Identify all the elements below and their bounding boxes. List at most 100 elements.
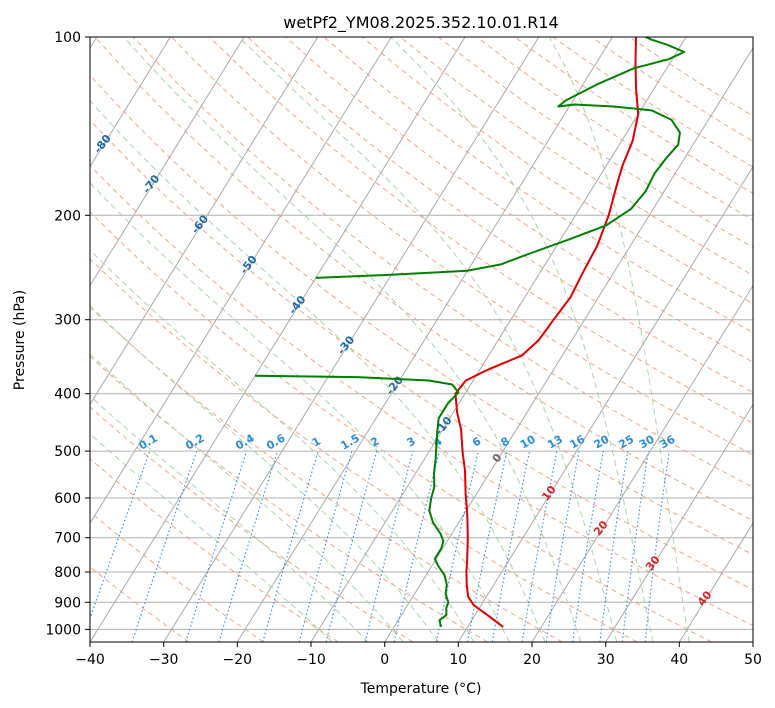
mixing-ratio-line [298,450,353,642]
mixing-ratio-label: 2 [368,435,381,450]
dry-adiabat [247,37,753,393]
y-axis-label: Pressure (hPa) [12,290,28,390]
dry-adiabat [90,458,339,642]
dry-adiabat [476,37,753,221]
y-tick-label: 600 [54,491,81,507]
isotherm-line [90,37,245,287]
isotherm-line [605,403,753,642]
moist-adiabat [90,99,546,642]
isotherm-line [678,522,753,642]
dry-adiabat [90,258,638,642]
dry-adiabat [90,164,753,627]
moist-adiabat [90,353,404,642]
chart-title: wetPf2_YM08.2025.352.10.01.R14 [283,13,558,33]
dry-adiabat [209,37,753,424]
mixing-ratio-label: 3 [405,435,418,450]
x-tick-label: 40 [670,652,688,668]
isotherm-label: 20 [591,518,611,538]
dry-adiabat [90,119,753,591]
isotherm-label: -90 [43,92,66,116]
dry-adiabat [94,37,753,522]
dry-adiabat [399,37,753,276]
x-axis-label: Temperature (°C) [360,681,482,697]
isotherm-label: -60 [189,212,212,236]
y-tick-label: 100 [54,30,81,46]
dry-adiabat [132,37,753,488]
dry-adiabat [323,37,753,334]
moist-adiabat [238,37,618,642]
dry-adiabat [90,306,563,642]
mixing-ratio-label: 6 [470,434,483,449]
mixing-ratio-line [364,450,414,642]
isotherm-label: -40 [286,293,309,317]
isotherm-line [236,37,613,642]
mixing-ratio-line [599,451,629,642]
x-tick-label: −20 [223,652,253,668]
isotherm-label: -80 [91,132,114,156]
dry-adiabat [438,37,753,248]
mixing-ratio-label: 0.2 [183,432,206,453]
dry-adiabat [90,74,753,556]
isotherm-label: 40 [695,588,715,608]
mixing-ratio-line [621,451,650,642]
dry-adiabat [90,211,712,642]
moist-adiabat [90,433,333,642]
moist-adiabat [90,305,439,642]
mixing-ratio-line [393,450,441,642]
x-tick-label: −10 [296,652,326,668]
y-axis: 100 200 300 400 500 600 700 800 900 1000 [45,30,90,638]
y-tick-label: 200 [54,208,81,224]
mixing-ratio-line [572,451,604,642]
isotherm-label: 0 [490,451,505,465]
isotherm-line [90,37,171,168]
isotherm-label: -100 [0,48,19,78]
x-tick-label: −30 [149,652,179,668]
mixing-ratio-label: 25 [616,433,636,452]
mixing-ratio-label: 10 [518,432,538,451]
plot-frame [89,36,754,643]
x-tick-label: 10 [449,652,467,668]
dry-adiabat [90,355,488,642]
isotherm-line [90,37,466,642]
dewpoint-profile-line [315,37,686,279]
isotherm-line [752,641,753,642]
dry-adiabat [361,37,753,305]
y-tick-label: 900 [54,595,81,611]
x-tick-label: 30 [597,652,615,668]
mixing-ratio-line [521,450,558,642]
moist-adiabat [90,182,510,642]
moist-adiabat [123,37,582,642]
mixing-ratio-line [218,450,279,642]
mixing-ratio-label: 8 [499,435,512,450]
background-lines [90,37,753,642]
dry-adiabat [552,37,753,168]
mixing-ratio-line [644,451,670,642]
moist-adiabat [90,249,475,642]
x-axis: −40 −30 −20 −10 0 10 20 30 40 50 [75,642,762,668]
dry-adiabat [90,566,190,642]
y-tick-label: 700 [54,531,81,547]
mixing-ratio-label: 13 [545,433,565,452]
moist-adiabat [390,37,654,642]
y-tick-label: 1000 [45,622,81,638]
dry-adiabat [90,511,264,642]
mixing-ratio-label: 30 [637,432,657,451]
dry-adiabat [285,37,753,363]
x-tick-label: −40 [75,652,105,668]
isotherm-label: 10 [539,483,559,503]
x-tick-label: 20 [523,652,541,668]
mixing-ratio-label: 0.4 [233,431,257,452]
isotherm-line [457,165,753,642]
isotherm-line [310,37,687,642]
isotherm-label: -30 [335,333,358,357]
mixing-ratio-line [90,450,151,621]
isotherm-line [384,47,753,642]
isotherm-label: -70 [140,172,163,196]
isotherm-line [90,37,319,406]
moist-adiabat [549,37,690,642]
mixing-ratio-line [185,450,248,642]
y-tick-label: 500 [54,444,81,460]
y-tick-label: 800 [54,565,81,581]
